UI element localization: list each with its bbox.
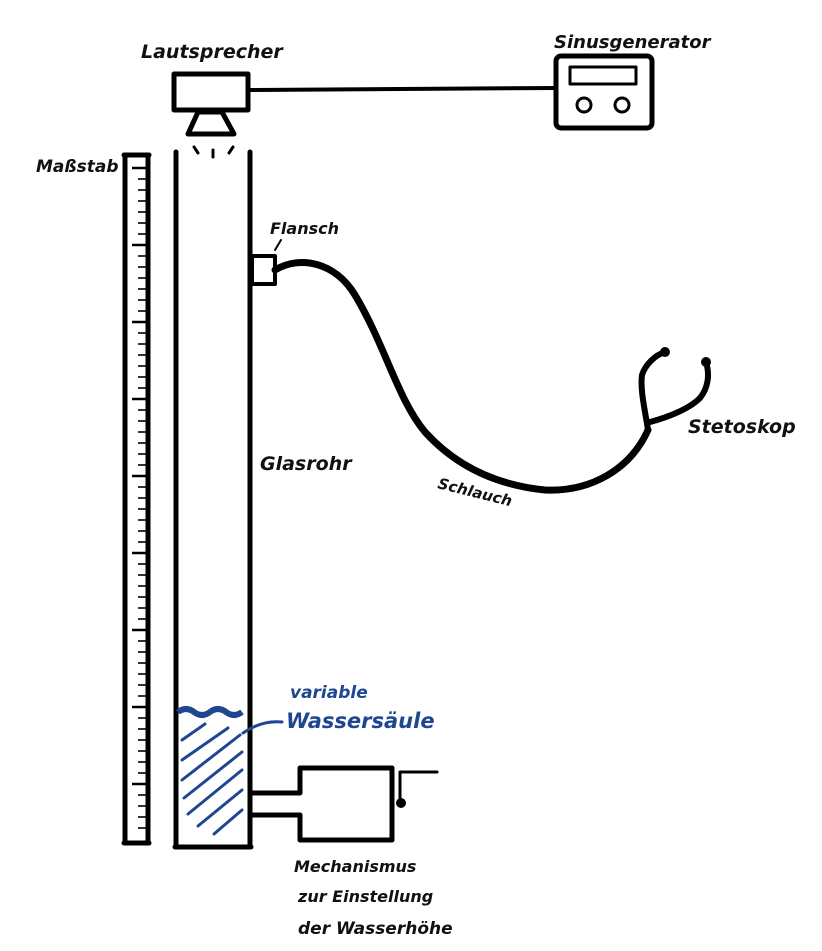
hatch-line — [186, 768, 244, 816]
hatch-line — [180, 733, 242, 782]
water-pointer — [241, 720, 284, 735]
hose — [271, 259, 652, 494]
hatch-line — [180, 722, 207, 742]
sine-generator — [553, 53, 655, 131]
water-column — [176, 706, 244, 836]
height-mechanism — [248, 765, 439, 843]
hatch-line — [196, 788, 244, 828]
glass-tube — [172, 149, 254, 850]
stethoscope — [638, 347, 711, 433]
label-tube: Glasrohr — [260, 453, 353, 475]
label-generator: Sinusgenerator — [554, 32, 712, 53]
label-water-1: variable — [290, 683, 368, 703]
measuring-scale — [121, 152, 152, 846]
label-stethoscope: Stetoskop — [688, 416, 796, 438]
hatch-line — [182, 750, 244, 800]
label-mech-3: der Wasserhöhe — [298, 919, 453, 939]
label-speaker: Lautsprecher — [141, 41, 284, 63]
speaker-cable — [246, 86, 558, 92]
label-scale: Maßstab — [36, 157, 119, 177]
hatch-line — [180, 726, 230, 762]
label-water-2: Wassersäule — [286, 709, 435, 733]
loudspeaker — [171, 71, 251, 159]
label-mech-1: Mechanismus — [294, 857, 416, 876]
scale-ticks — [132, 166, 147, 829]
label-mech-2: zur Einstellung — [297, 887, 433, 906]
hatch-line — [212, 808, 244, 836]
water-hatching — [180, 722, 244, 836]
flange-pointer — [274, 239, 282, 251]
label-flange: Flansch — [270, 219, 339, 238]
